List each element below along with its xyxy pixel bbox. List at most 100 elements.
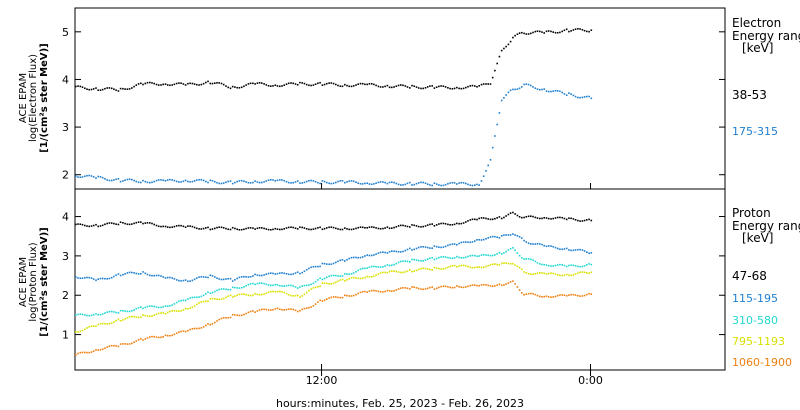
proton-point bbox=[368, 266, 371, 268]
proton-point bbox=[113, 222, 115, 225]
electron-point bbox=[574, 95, 577, 98]
proton-point bbox=[364, 255, 366, 257]
electron-point bbox=[409, 87, 411, 89]
proton-point bbox=[503, 216, 505, 219]
proton-point bbox=[220, 226, 223, 229]
proton-point bbox=[570, 217, 572, 220]
proton-point bbox=[465, 286, 467, 288]
electron-point bbox=[142, 179, 144, 182]
proton-point bbox=[465, 256, 467, 259]
proton-point bbox=[373, 265, 375, 268]
electron-point bbox=[359, 183, 362, 185]
proton-point bbox=[440, 222, 442, 225]
proton-point bbox=[265, 273, 268, 275]
proton-point bbox=[496, 263, 498, 266]
proton-point bbox=[207, 291, 209, 293]
proton-point bbox=[321, 228, 324, 231]
electron-point bbox=[276, 85, 279, 87]
proton-legend-series-47-68: 47-68 bbox=[732, 269, 767, 283]
proton-point bbox=[238, 287, 241, 289]
electron-point bbox=[287, 181, 290, 184]
proton-point bbox=[402, 250, 404, 253]
proton-point bbox=[238, 276, 241, 279]
proton-point bbox=[330, 263, 333, 265]
proton-point bbox=[503, 262, 505, 264]
proton-point bbox=[417, 287, 420, 290]
proton-point bbox=[193, 327, 196, 330]
proton-point bbox=[357, 292, 359, 295]
proton-point bbox=[222, 288, 225, 290]
proton-point bbox=[348, 228, 350, 231]
proton-point bbox=[198, 228, 200, 230]
proton-point bbox=[462, 257, 465, 259]
electron-point bbox=[379, 86, 382, 88]
proton-point bbox=[482, 283, 485, 286]
proton-point bbox=[449, 265, 451, 268]
proton-point bbox=[153, 305, 155, 308]
proton-point bbox=[438, 267, 440, 270]
proton-point bbox=[196, 277, 198, 279]
proton-point bbox=[496, 253, 498, 255]
proton-point bbox=[339, 275, 342, 277]
proton-point bbox=[375, 274, 377, 276]
proton-point bbox=[171, 304, 173, 306]
electron-point bbox=[153, 180, 155, 183]
proton-point bbox=[476, 284, 478, 287]
proton-point bbox=[332, 274, 335, 277]
electron-point bbox=[518, 87, 521, 90]
proton-point bbox=[303, 284, 306, 287]
electron-point bbox=[330, 82, 333, 84]
electron-point bbox=[395, 85, 398, 87]
electron-point bbox=[332, 182, 335, 185]
proton-point bbox=[581, 295, 584, 297]
proton-point bbox=[415, 225, 418, 227]
electron-point bbox=[339, 180, 342, 182]
electron-point bbox=[229, 87, 232, 90]
proton-point bbox=[209, 292, 212, 295]
proton-point bbox=[151, 305, 153, 307]
proton-point bbox=[341, 296, 344, 299]
electron-point bbox=[572, 94, 575, 97]
proton-point bbox=[377, 227, 380, 230]
electron-point bbox=[180, 181, 182, 183]
proton-point bbox=[402, 287, 404, 289]
proton-point bbox=[193, 278, 196, 281]
proton-point bbox=[456, 285, 458, 287]
electron-point bbox=[166, 84, 169, 86]
proton-point bbox=[534, 293, 537, 296]
proton-point bbox=[494, 254, 496, 256]
proton-point bbox=[305, 228, 308, 230]
electron-point bbox=[287, 82, 290, 85]
electron-point bbox=[577, 96, 579, 99]
electron-series-175-315 bbox=[75, 83, 593, 187]
electron-point bbox=[252, 181, 254, 184]
proton-point bbox=[252, 227, 254, 229]
proton-point bbox=[420, 267, 422, 270]
proton-point bbox=[359, 226, 362, 228]
electron-point bbox=[231, 182, 234, 185]
proton-point bbox=[256, 274, 259, 276]
proton-point bbox=[205, 276, 207, 278]
proton-point bbox=[323, 299, 326, 302]
proton-point bbox=[366, 227, 368, 229]
proton-point bbox=[258, 309, 261, 311]
proton-point bbox=[157, 312, 160, 315]
electron-point bbox=[393, 181, 395, 184]
proton-point bbox=[97, 323, 99, 326]
proton-point bbox=[245, 285, 247, 287]
x-axis-label: hours:minutes, Feb. 25, 2023 - Feb. 26, … bbox=[276, 397, 524, 410]
electron-point bbox=[265, 84, 268, 86]
electron-point bbox=[346, 181, 348, 183]
proton-point bbox=[382, 227, 384, 230]
proton-point bbox=[534, 260, 537, 263]
proton-point bbox=[482, 217, 485, 219]
proton-point bbox=[180, 280, 182, 282]
electron-point bbox=[415, 86, 418, 88]
electron-point bbox=[84, 175, 86, 178]
proton-point bbox=[229, 228, 232, 231]
proton-point bbox=[144, 306, 147, 309]
proton-point bbox=[547, 217, 550, 220]
electron-ytick-label-2: 4 bbox=[62, 73, 69, 86]
proton-point bbox=[79, 277, 82, 280]
proton-point bbox=[299, 296, 301, 298]
